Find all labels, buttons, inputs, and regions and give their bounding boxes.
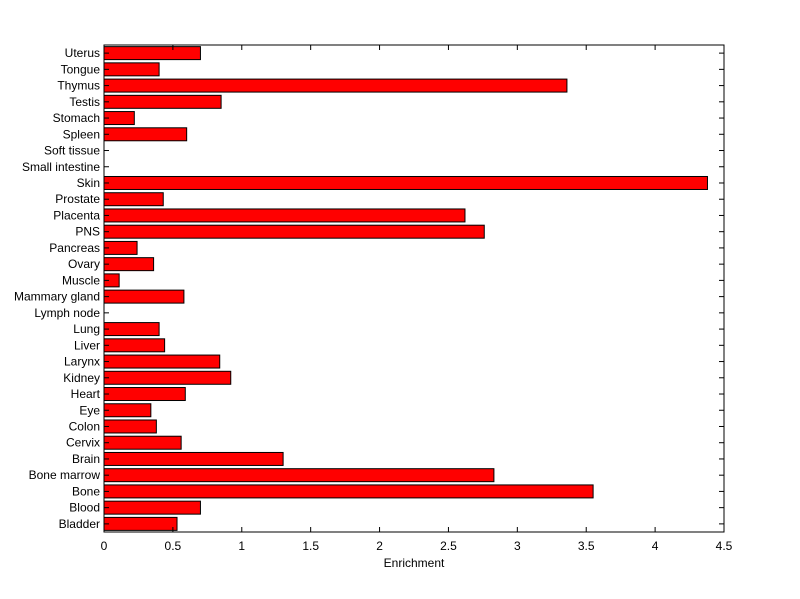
- y-tick-label: Lymph node: [34, 306, 100, 320]
- bar-ovary: [103, 257, 155, 272]
- x-tick-label: 2.5: [440, 539, 457, 553]
- x-tick-label: 0: [101, 539, 108, 553]
- bar-thymus: [103, 78, 568, 93]
- y-tick-label: Stomach: [53, 111, 100, 125]
- x-axis-label: Enrichment: [384, 556, 445, 570]
- y-tick-label: Spleen: [63, 127, 100, 141]
- bar-prostate: [103, 192, 164, 207]
- bar-mammary-gland: [103, 289, 185, 304]
- bar-cervix: [103, 435, 182, 450]
- x-tick-label: 2: [376, 539, 383, 553]
- y-tick-label: Lung: [73, 322, 100, 336]
- y-tick-label: Blood: [69, 501, 100, 515]
- y-tick-label: Brain: [72, 452, 100, 466]
- y-tick-label: Ovary: [68, 257, 100, 271]
- bar-colon: [103, 419, 157, 434]
- x-tick-label: 3: [514, 539, 521, 553]
- y-axis-ticks: Bladder Blood Bone Bone marrow Brain Cervix Co…: [14, 46, 724, 531]
- y-tick-label: Larynx: [64, 355, 100, 369]
- y-tick-label: Kidney: [63, 371, 100, 385]
- y-tick-label: Heart: [71, 387, 101, 401]
- axes-box: [103, 44, 725, 533]
- bar-liver: [103, 338, 166, 353]
- bar-heart: [103, 387, 186, 402]
- y-tick-label: Bone: [72, 484, 100, 498]
- bar-uterus: [103, 46, 201, 61]
- y-tick-label: Bone marrow: [29, 468, 101, 482]
- y-tick-label: Uterus: [65, 46, 100, 60]
- y-tick-label: Tongue: [61, 62, 101, 76]
- x-tick-label: 3.5: [578, 539, 595, 553]
- y-tick-label: Liver: [74, 338, 100, 352]
- bar-kidney: [103, 370, 232, 385]
- x-tick-label: 0.5: [165, 539, 182, 553]
- bar-bone: [103, 484, 594, 499]
- bar-bladder: [103, 516, 178, 531]
- y-tick-label: Small intestine: [22, 160, 100, 174]
- bar-testis: [103, 94, 222, 109]
- y-tick-label: Testis: [69, 95, 100, 109]
- bar-lung: [103, 322, 160, 337]
- x-tick-label: 4: [652, 539, 659, 553]
- y-tick-label: Skin: [77, 176, 100, 190]
- y-tick-label: Placenta: [53, 208, 100, 222]
- y-tick-label: Eye: [79, 403, 100, 417]
- y-tick-label: Soft tissue: [44, 144, 100, 158]
- y-tick-label: Thymus: [57, 79, 100, 93]
- bar-eye: [103, 403, 152, 418]
- bar-tongue: [103, 62, 160, 77]
- y-tick-label: PNS: [75, 225, 100, 239]
- bar-blood: [103, 500, 201, 515]
- y-tick-label: Bladder: [59, 517, 100, 531]
- y-tick-label: Mammary gland: [14, 290, 100, 304]
- y-tick-label: Muscle: [62, 273, 100, 287]
- x-tick-label: 1.5: [302, 539, 319, 553]
- x-tick-label: 4.5: [716, 539, 733, 553]
- bar-pns: [103, 224, 485, 239]
- x-tick-label: 1: [238, 539, 245, 553]
- y-tick-label: Cervix: [66, 436, 100, 450]
- bar-bone-marrow: [103, 468, 495, 483]
- bar-spleen: [103, 127, 188, 142]
- bar-placenta: [103, 208, 466, 223]
- bar-skin: [103, 175, 708, 190]
- y-tick-label: Pancreas: [49, 241, 100, 255]
- bar-brain: [103, 451, 284, 466]
- y-tick-label: Prostate: [55, 192, 100, 206]
- bar-larynx: [103, 354, 221, 369]
- y-tick-label: Colon: [69, 419, 100, 433]
